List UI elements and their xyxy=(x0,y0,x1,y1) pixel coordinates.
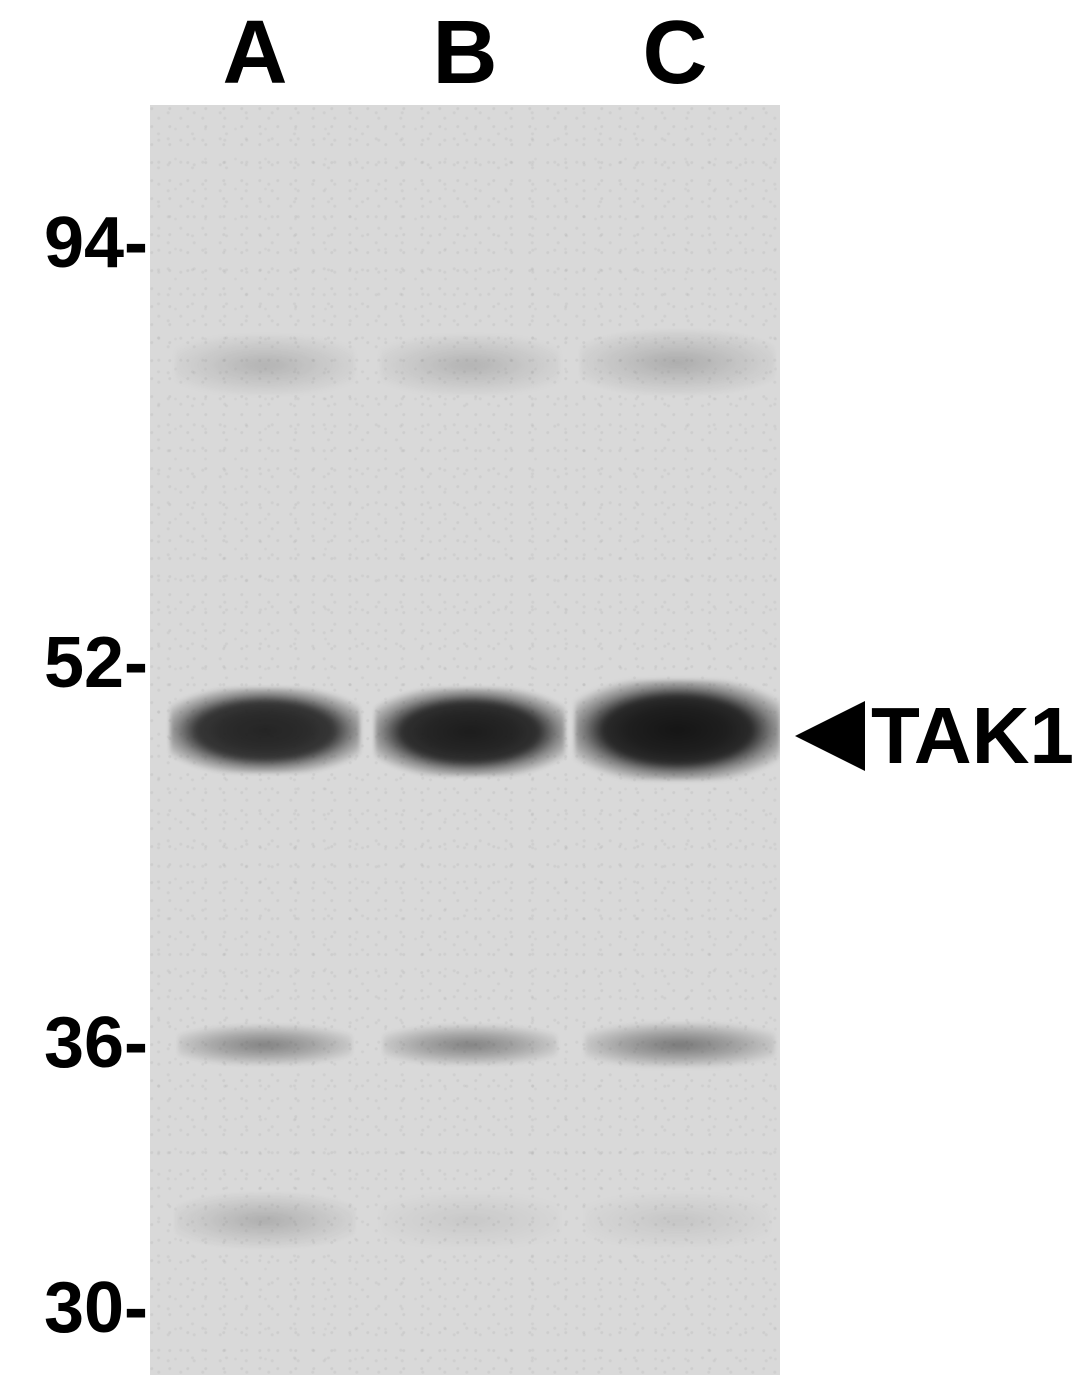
arrow-left-icon xyxy=(795,701,865,771)
lane-label-c: C xyxy=(643,2,708,105)
band-tak1-c xyxy=(575,680,780,780)
lane-label-a: A xyxy=(223,2,288,105)
band-ghost-low-b xyxy=(380,1193,560,1248)
marker-52: 52- xyxy=(0,622,148,704)
band-ghost-high-a xyxy=(175,335,355,395)
lane-labels-row: A B C xyxy=(150,0,780,105)
band-ghost-low-c xyxy=(585,1193,770,1248)
blot-membrane xyxy=(150,105,780,1375)
band-36k-a xyxy=(178,1025,352,1065)
band-tak1-a xyxy=(170,688,360,773)
band-ghost-low-a xyxy=(175,1193,355,1248)
marker-36: 36- xyxy=(0,1002,148,1084)
lane-label-b: B xyxy=(433,2,498,105)
target-annotation: TAK1 xyxy=(795,690,1074,782)
marker-30: 30- xyxy=(0,1267,148,1349)
lane-a xyxy=(170,105,360,1375)
marker-94: 94- xyxy=(0,202,148,284)
band-ghost-high-b xyxy=(380,335,560,395)
lane-b xyxy=(375,105,565,1375)
band-ghost-high-c xyxy=(580,330,775,395)
lane-c xyxy=(580,105,775,1375)
band-36k-b xyxy=(383,1025,557,1065)
band-36k-c xyxy=(585,1023,775,1067)
band-tak1-b xyxy=(375,688,565,776)
target-label-text: TAK1 xyxy=(871,690,1074,782)
